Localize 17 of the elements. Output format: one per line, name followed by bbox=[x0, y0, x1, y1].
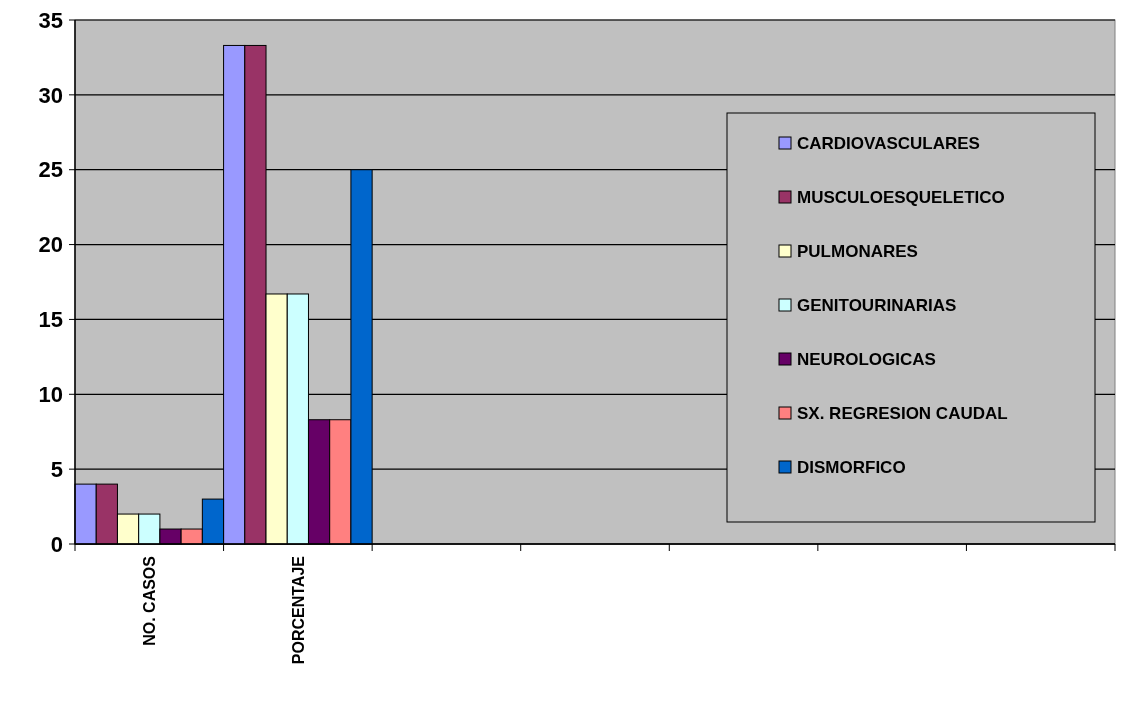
legend-label: NEUROLOGICAS bbox=[797, 349, 936, 369]
x-tick-label: NO. CASOS bbox=[141, 555, 159, 646]
legend-label: PULMONARES bbox=[797, 241, 918, 261]
y-tick-label: 15 bbox=[38, 307, 63, 333]
y-tick-label: 20 bbox=[38, 232, 63, 258]
legend-label: MUSCULOESQUELETICO bbox=[797, 187, 1005, 207]
legend-label: CARDIOVASCULARES bbox=[797, 133, 980, 153]
y-tick-label: 0 bbox=[50, 531, 63, 557]
legend-label: GENITOURINARIAS bbox=[797, 295, 957, 315]
y-tick-label: 10 bbox=[38, 381, 63, 407]
y-tick-label: 35 bbox=[38, 7, 63, 33]
y-tick-label: 30 bbox=[38, 82, 63, 108]
x-tick-label: PORCENTAJE bbox=[289, 555, 307, 665]
y-tick-label: 5 bbox=[50, 456, 63, 482]
legend-label: SX. REGRESION CAUDAL bbox=[797, 403, 1008, 423]
y-tick-label: 25 bbox=[38, 157, 63, 183]
legend-label: DISMORFICO bbox=[797, 457, 906, 477]
